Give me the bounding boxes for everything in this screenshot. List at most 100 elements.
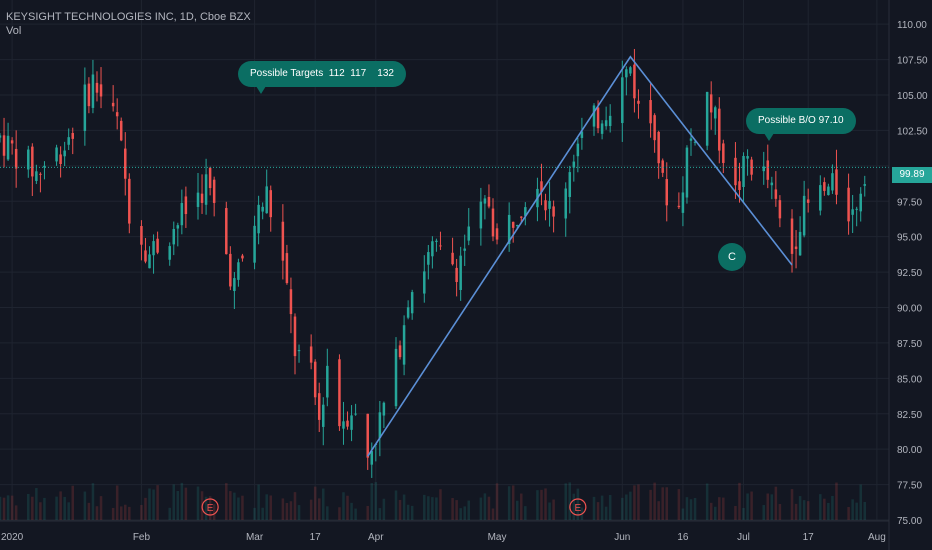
candle-body [27,149,30,170]
candle-body [750,159,753,175]
candle-body [180,203,184,226]
volume-bar [31,496,34,520]
candle-body [495,228,499,240]
price-tick-label: 77.50 [897,481,922,492]
candle-body [309,346,313,363]
volume-bar [625,494,628,520]
candle-body [115,112,119,117]
candle-body [410,292,414,314]
volume-bar [859,484,862,520]
candle-body [423,271,426,294]
candle-body [87,83,91,107]
candle-body [491,208,495,237]
volume-bar [59,491,62,520]
volume-bar [596,502,600,520]
candle-body [366,413,369,458]
volume-bar [564,483,567,520]
volume-bar [398,499,402,520]
candle-body [140,226,143,245]
targets-callout[interactable]: Possible Targets 112 117 132 [238,61,406,87]
volume-bar [119,506,123,520]
candle-body [649,100,652,124]
volume-bar [467,500,470,520]
candle-body [540,181,543,192]
volume-bar [313,486,317,520]
volume-bar [742,507,745,520]
candle-body [625,69,628,78]
volume-bar [831,495,834,520]
volume-bar [289,501,293,520]
candle-body [346,420,349,427]
volume-bar [366,505,369,520]
volume-bar [35,488,38,520]
candle-body [657,131,660,164]
volume-bar [491,508,495,520]
candle-body [313,361,317,398]
volume-bar [10,495,14,520]
volume-bar [297,505,301,520]
breakout-callout[interactable]: Possible B/O 97.10 [746,108,856,134]
earnings-marker[interactable] [569,498,587,516]
volume-bar [269,495,272,520]
candle-body [596,107,600,129]
candle-body [10,140,14,144]
candle-body [487,196,491,207]
candle-body [83,84,87,131]
volume-bar [819,494,822,520]
candle-body [467,226,470,241]
candle-body [265,186,268,214]
candle-body [350,415,353,430]
candle-body [507,214,511,245]
candle-body [515,225,519,227]
volume-bar [762,505,765,520]
candle-body [241,255,244,259]
volume-bar [689,499,693,520]
candle-body [738,181,741,190]
candle-body [608,115,612,126]
volume-label[interactable]: Vol [6,25,22,37]
price-axis[interactable]: 75.00 77.50 80.00 82.50 85.00 87.50 90.00 92.50… [888,0,928,550]
volume-bar [354,508,357,520]
volume-bar [851,499,854,520]
candle-body [665,179,669,206]
earnings-marker[interactable] [201,498,219,516]
candle-body [677,205,681,208]
volume-bar [798,496,802,520]
candle-body [370,451,374,465]
candle-body [576,143,580,157]
candle-body [6,135,10,160]
volume-bar [439,489,442,520]
candle-body [827,186,830,196]
abc-wave-line[interactable] [367,55,793,457]
symbol-title[interactable]: KEYSIGHT TECHNOLOGIES INC, 1D, Cboe BZX [6,11,251,23]
wave-c-label[interactable]: C [718,243,746,271]
volume-bar [237,497,240,520]
volume-bar [713,506,717,520]
candle-body [156,238,159,253]
candle-body [479,201,483,229]
volume-bar [604,506,608,520]
volume-bar [285,503,289,520]
volume-bar [709,502,713,520]
candle-body [835,169,838,195]
candle-body [709,94,713,113]
time-axis[interactable]: 2020 Feb Mar 17 Apr May Jun 16 Jul 17 Aug [0,520,889,543]
candle-body [382,402,386,416]
candle-body [621,77,624,124]
price-tick-label: 97.50 [897,197,922,208]
candle-body [402,325,406,365]
candle-body [511,221,515,228]
volume-bar [515,500,519,520]
volume-bar [184,487,188,520]
candle-body [253,225,256,263]
volume-bar [770,494,774,520]
volume-bar [637,484,640,520]
candle-body [798,231,802,256]
volume-bar [208,496,212,520]
volume-bar [629,491,632,520]
volume-bar [423,494,426,520]
time-tick-label: Feb [133,532,151,543]
